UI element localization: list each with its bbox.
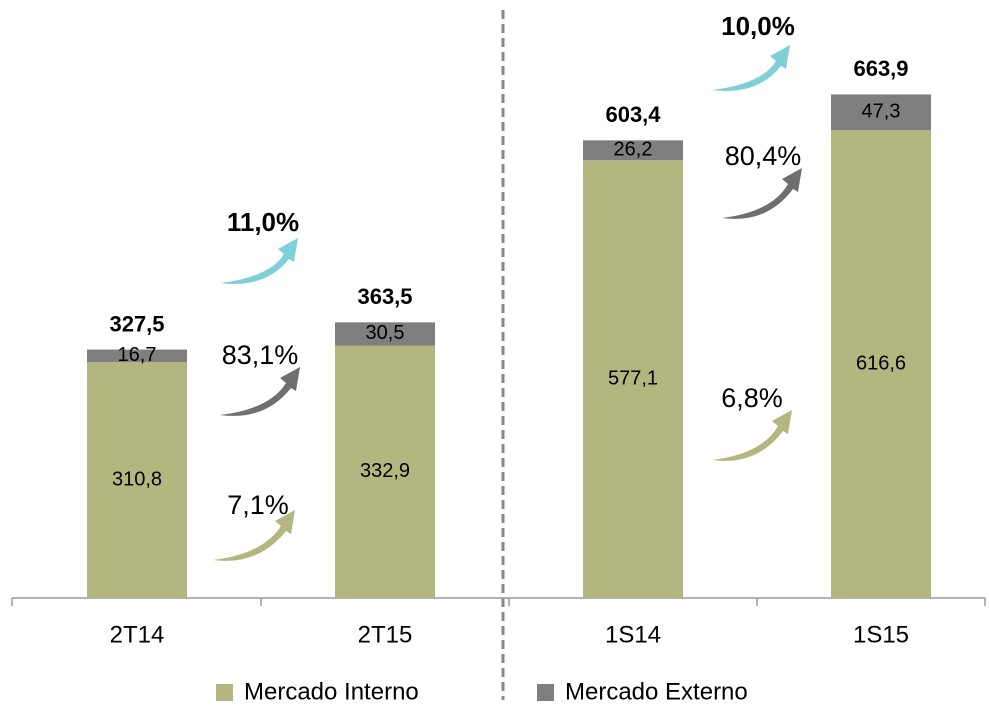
total-label: 363,5: [357, 284, 412, 309]
annotation-arrow: [722, 168, 802, 219]
annotation-label: 80,4%: [725, 141, 802, 171]
axis-ticks: [11, 598, 986, 606]
total-label: 663,9: [853, 56, 908, 81]
x-tick-label: 2T15: [358, 621, 413, 648]
annotation-arrow: [220, 238, 298, 284]
segment-label: 16,7: [118, 344, 157, 366]
total-label: 603,4: [605, 102, 661, 127]
x-tick-label: 1S15: [853, 621, 909, 648]
bar-segment: [583, 140, 683, 161]
segment-label: 30,5: [366, 322, 405, 344]
bar-segment: [335, 322, 435, 346]
annotation-arrow: [712, 410, 792, 461]
x-tick-label: 1S14: [605, 621, 661, 648]
bar-segment: [831, 130, 931, 598]
segment-label: 26,2: [614, 139, 653, 161]
segment-label: 577,1: [608, 367, 658, 389]
total-label: 327,5: [109, 311, 164, 336]
legend-swatch: [537, 684, 554, 701]
annotation-arrow: [220, 367, 300, 416]
bar-segment: [831, 94, 931, 131]
x-tick-label: 2T14: [110, 621, 165, 648]
bar-segment: [335, 345, 435, 598]
bar-segment: [583, 160, 683, 598]
segment-label: 310,8: [112, 468, 162, 490]
legend-label: Mercado Interno: [244, 678, 419, 705]
annotation-label: 10,0%: [721, 11, 795, 41]
segment-label: 332,9: [360, 460, 410, 482]
annotation-label: 6,8%: [721, 383, 783, 413]
segment-label: 616,6: [856, 352, 906, 374]
annotation-label: 83,1%: [222, 340, 299, 370]
legend-swatch: [216, 684, 233, 701]
annotation-label: 11,0%: [227, 207, 299, 237]
bar-segment: [87, 362, 187, 598]
bar-segment: [87, 349, 187, 363]
annotation-label: 7,1%: [227, 490, 289, 520]
legend-label: Mercado Externo: [565, 678, 748, 705]
annotation-arrow: [213, 510, 295, 561]
segment-label: 47,3: [862, 101, 901, 123]
annotation-arrow: [712, 45, 790, 91]
